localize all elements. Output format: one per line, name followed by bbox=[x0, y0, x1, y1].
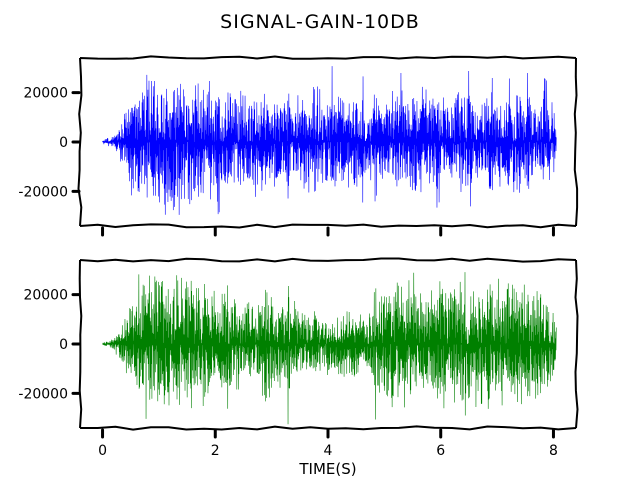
y-tick-label: 20000 bbox=[23, 288, 68, 304]
y-tick-label: 20000 bbox=[23, 86, 68, 102]
plot-panels: -20000 0 20000 -20000 0 20000 0 2 4 6 8 bbox=[18, 55, 579, 459]
y-tick-label: 0 bbox=[59, 337, 68, 353]
waveform-series bbox=[102, 66, 557, 215]
y-tick-label: 0 bbox=[59, 135, 68, 151]
panel-bottom: -20000 0 20000 0 2 4 6 8 bbox=[18, 257, 579, 459]
waveform-series bbox=[102, 272, 557, 425]
y-tick-label: -20000 bbox=[18, 184, 68, 200]
x-tick-label: 8 bbox=[549, 443, 558, 459]
chart-title: SIGNAL-GAIN-10DB bbox=[220, 11, 420, 33]
y-tick-label: -20000 bbox=[18, 386, 68, 402]
panel-top: -20000 0 20000 bbox=[18, 55, 579, 237]
axes-frame bbox=[77, 55, 579, 229]
x-tick-label: 6 bbox=[436, 443, 445, 459]
x-tick-label: 2 bbox=[211, 443, 220, 459]
axes-frame bbox=[78, 257, 579, 431]
x-tick-label: 4 bbox=[324, 443, 333, 459]
x-tick-label: 0 bbox=[98, 443, 107, 459]
x-axis-label: TIME(S) bbox=[298, 460, 356, 478]
